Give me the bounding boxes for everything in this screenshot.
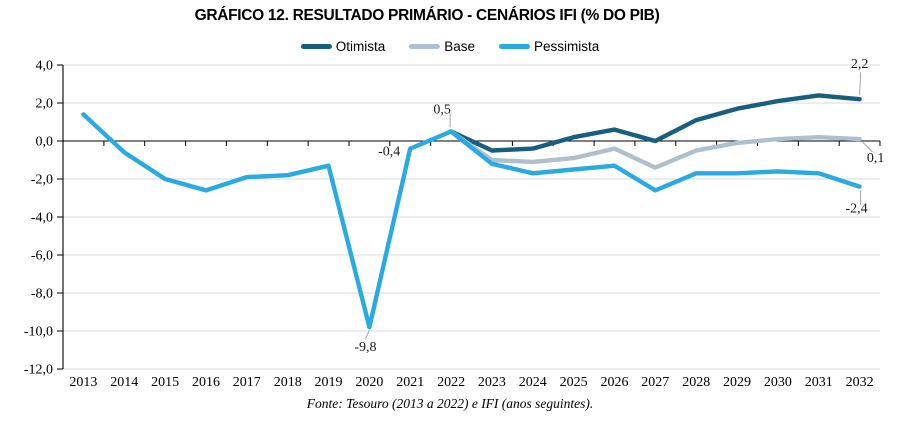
x-axis-label: 2015 — [151, 375, 179, 390]
data-label: -0,4 — [378, 145, 400, 160]
y-axis-label: 2,0 — [36, 97, 54, 112]
x-axis-label: 2013 — [69, 375, 97, 390]
x-axis-label: 2032 — [846, 375, 874, 390]
y-axis-label: -8,0 — [31, 287, 53, 302]
legend-item-base: Base — [409, 39, 475, 54]
series-line-base — [448, 129, 862, 170]
y-axis-label: 4,0 — [36, 59, 54, 74]
x-axis-label: 2021 — [396, 375, 424, 390]
x-axis-label: 2022 — [437, 375, 465, 390]
x-axis-label: 2029 — [723, 375, 751, 390]
x-axis-label: 2014 — [110, 375, 138, 390]
x-axis-label: 2017 — [233, 375, 261, 390]
y-axis-label: -4,0 — [31, 211, 53, 226]
data-label: 2,2 — [851, 57, 869, 72]
legend-label: Pessimista — [534, 39, 600, 54]
legend-item-pessimista: Pessimista — [499, 39, 599, 54]
x-axis-label: 2024 — [519, 375, 547, 390]
x-axis-label: 2031 — [805, 375, 833, 390]
chart-title: GRÁFICO 12. RESULTADO PRIMÁRIO - CENÁRIO… — [194, 7, 660, 24]
x-axis-label: 2019 — [315, 375, 343, 390]
series-line-otimista — [448, 93, 862, 153]
legend-line-swatch-icon — [300, 44, 332, 49]
legend-label: Otimista — [335, 39, 386, 54]
y-axis-label: -2,0 — [31, 173, 53, 188]
y-axis-label: -12,0 — [24, 363, 53, 378]
x-axis-label: 2030 — [764, 375, 792, 390]
data-label: 0,1 — [867, 151, 885, 166]
data-label-leader — [364, 329, 370, 340]
y-axis-label: -10,0 — [24, 325, 53, 340]
data-label-leader — [859, 72, 862, 96]
chart-legend: Otimista Base Pessimista — [0, 39, 900, 54]
series-line-pessimista — [81, 112, 862, 330]
x-axis-label: 2025 — [560, 375, 588, 390]
data-label: -2,4 — [846, 202, 868, 217]
legend-label: Base — [444, 39, 476, 54]
x-axis-label: 2016 — [192, 375, 220, 390]
data-label: 0,5 — [433, 103, 451, 118]
y-axis-label: -6,0 — [31, 249, 53, 264]
data-label-leader — [862, 141, 873, 153]
legend-item-otimista: Otimista — [300, 39, 386, 54]
x-axis-label: 2023 — [478, 375, 506, 390]
x-axis-label: 2020 — [355, 375, 383, 390]
legend-line-swatch-icon — [409, 44, 441, 49]
x-axis-label: 2028 — [682, 375, 710, 390]
legend-line-swatch-icon — [499, 44, 531, 49]
x-axis-label: 2018 — [274, 375, 302, 390]
y-axis-label: 0,0 — [36, 135, 54, 150]
chart-source: Fonte: Tesouro (2013 a 2022) e IFI (anos… — [306, 396, 594, 411]
x-axis-label: 2026 — [601, 375, 629, 390]
x-axis-label: 2027 — [641, 375, 669, 390]
data-label: -9,8 — [354, 340, 376, 355]
